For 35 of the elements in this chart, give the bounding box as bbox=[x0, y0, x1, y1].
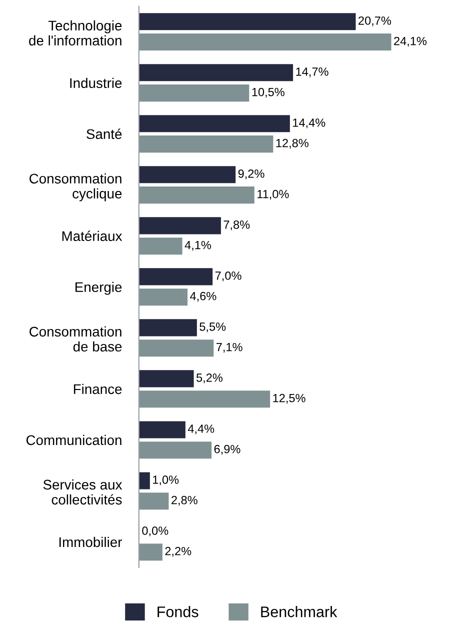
legend-label: Benchmark bbox=[261, 606, 338, 618]
data-label: 0,0% bbox=[142, 526, 168, 536]
data-label: 7,8% bbox=[224, 220, 250, 230]
data-label: 4,1% bbox=[184, 240, 212, 251]
y-tick-label: Immobilier bbox=[59, 536, 122, 548]
data-label: 2,2% bbox=[165, 546, 192, 557]
y-tick-label: Santé bbox=[86, 128, 122, 140]
y-tick-label: Finance bbox=[74, 384, 122, 394]
y-tick-label: Communication bbox=[26, 434, 122, 446]
data-label: 4,4% bbox=[188, 424, 214, 434]
data-label: 12,8% bbox=[276, 138, 308, 149]
data-label: 14,4% bbox=[293, 118, 326, 128]
y-tick-label: Matériaux bbox=[62, 230, 122, 242]
data-label: 14,7% bbox=[296, 68, 328, 78]
data-label: 11,0% bbox=[258, 190, 289, 200]
data-label: 9,2% bbox=[238, 169, 264, 180]
data-label: 2,8% bbox=[172, 496, 198, 506]
data-label: 6,9% bbox=[214, 444, 240, 455]
data-label: 5,2% bbox=[196, 374, 222, 384]
y-tick-label: Consommation de base bbox=[30, 326, 122, 352]
data-label: 20,7% bbox=[358, 16, 392, 26]
data-label: 5,5% bbox=[200, 322, 226, 332]
data-label: 10,5% bbox=[252, 88, 284, 98]
y-tick-label: Services aux collectivités bbox=[43, 479, 122, 505]
data-label: 24,1% bbox=[394, 36, 427, 47]
y-tick-label: Industrie bbox=[70, 78, 122, 88]
y-tick-label: Consommation cyclique bbox=[30, 173, 122, 202]
data-label: 4,6% bbox=[190, 292, 216, 302]
data-label: 7,1% bbox=[216, 342, 242, 353]
legend-label: Fonds bbox=[158, 606, 198, 618]
data-label: 7,0% bbox=[215, 271, 242, 282]
y-tick-label: Technologie de l'information bbox=[29, 20, 122, 46]
data-label: 12,5% bbox=[273, 394, 306, 404]
y-tick-label: Energie bbox=[76, 282, 122, 295]
data-label: 1,0% bbox=[153, 476, 179, 486]
